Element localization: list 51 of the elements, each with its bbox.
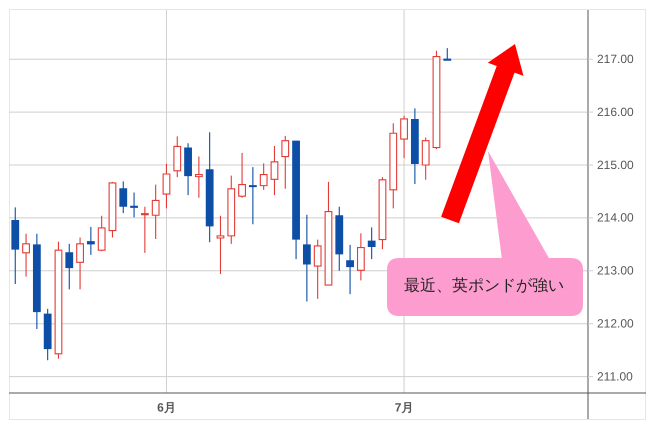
candlestick bbox=[400, 115, 408, 159]
candlestick bbox=[432, 50, 440, 150]
candlestick bbox=[65, 243, 74, 290]
candlestick bbox=[335, 206, 344, 272]
candlestick bbox=[346, 244, 354, 295]
candlestick bbox=[76, 236, 84, 290]
y-tick-label: 215.00 bbox=[597, 158, 634, 172]
candlestick bbox=[422, 136, 430, 180]
candlestick bbox=[44, 308, 52, 361]
candlestick bbox=[86, 226, 95, 256]
candlestick bbox=[32, 233, 41, 330]
y-tick-label: 217.00 bbox=[597, 52, 634, 66]
candlestick bbox=[443, 48, 452, 62]
candlestick bbox=[314, 239, 322, 300]
candlestick bbox=[389, 122, 398, 209]
candlestick bbox=[54, 241, 62, 360]
candlestick bbox=[260, 162, 268, 190]
candlestick bbox=[130, 192, 138, 218]
candlestick bbox=[356, 232, 365, 281]
candlestick bbox=[410, 108, 419, 185]
y-tick-label: 212.00 bbox=[597, 316, 634, 331]
candlestick bbox=[162, 163, 170, 209]
candlestick bbox=[184, 142, 192, 196]
candlestick bbox=[324, 181, 332, 286]
candlestick bbox=[173, 136, 182, 178]
candlestick bbox=[206, 132, 214, 243]
candlestick bbox=[292, 140, 300, 260]
candlestick bbox=[281, 135, 290, 190]
candlestick bbox=[227, 175, 236, 244]
candlestick bbox=[108, 181, 116, 238]
candlestick bbox=[11, 206, 20, 285]
candlestick bbox=[119, 180, 128, 214]
y-tick-label: 213.00 bbox=[597, 264, 634, 278]
candlestick bbox=[270, 145, 278, 196]
candlestick bbox=[238, 152, 246, 198]
candlestick bbox=[98, 215, 106, 252]
y-tick-label: 216.00 bbox=[597, 104, 634, 119]
candlestick bbox=[22, 233, 30, 278]
candlestick bbox=[248, 166, 257, 225]
candlestick bbox=[140, 206, 149, 254]
candlestick bbox=[368, 226, 376, 260]
candlestick bbox=[194, 156, 203, 198]
annotation: 最近、英ポンドが強い bbox=[404, 276, 564, 295]
candlestick bbox=[302, 214, 311, 302]
candlestick bbox=[152, 184, 160, 240]
y-tick-label: 214.00 bbox=[597, 210, 634, 225]
y-tick-label: 211.00 bbox=[597, 369, 634, 384]
candlestick bbox=[378, 176, 386, 250]
x-tick-label: 6月 bbox=[157, 400, 176, 415]
x-tick-label: 7月 bbox=[394, 400, 414, 415]
candlestick bbox=[216, 215, 224, 275]
